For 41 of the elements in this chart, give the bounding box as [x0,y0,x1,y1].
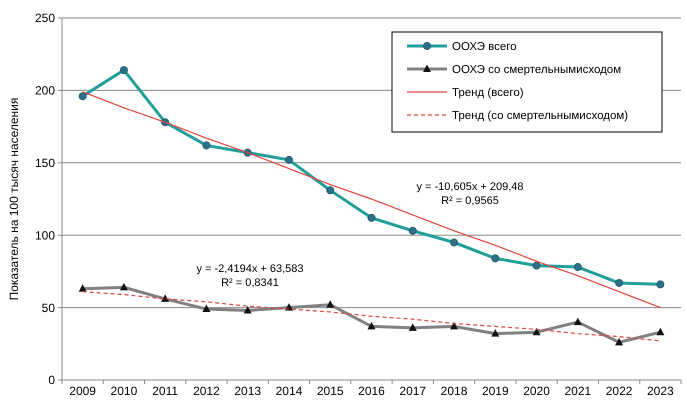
x-tick-label: 2011 [152,384,178,398]
x-tick-label: 2019 [482,384,509,398]
point [284,156,293,164]
x-tick-label: 2022 [606,384,633,398]
legend-label: ООХЭ со смертельнымисходом [452,64,622,76]
y-tick-label: 0 [48,373,56,388]
annotation: y = -2,4194x + 63,583 R² = 0,8341 [196,263,304,289]
point [532,262,541,270]
legend-label: Тренд (всего) [452,87,524,100]
x-tick-label: 2023 [647,384,674,398]
annotation: y = -10,605x + 209,48 R² = 0,9565 [416,181,524,207]
y-tick-label: 50 [42,300,56,315]
x-tick-label: 2018 [440,384,468,398]
point [408,226,417,235]
point [368,214,376,222]
point [656,280,664,288]
legend-label: ООХЭ всего [452,41,517,54]
y-axis-title: Показатель на 100 тысяч населения [7,98,21,300]
x-tick-label: 2015 [316,384,344,398]
x-tick-label: 2017 [399,384,426,398]
x-tick-label: 2012 [193,384,220,398]
point [78,92,87,100]
point [491,254,500,262]
x-tick-label: 2016 [358,384,386,398]
point [574,263,582,272]
x-tick-label: 2009 [69,384,96,398]
y-tick-label: 200 [34,84,56,98]
y-tick-label: 100 [34,228,56,242]
x-tick-label: 2014 [276,384,303,398]
x-tick-label: 2020 [523,384,550,398]
point [120,66,128,74]
y-tick-label: 150 [34,156,56,170]
x-tick-label: 2013 [234,384,262,398]
point [615,278,624,287]
point [326,186,334,194]
point [450,238,458,246]
y-tick-label: 250 [34,11,56,26]
legend-label: Тренд (со смертельнымисходом) [452,110,628,122]
point [202,141,210,150]
x-tick-label: 2021 [564,384,592,398]
x-tick-label: 2010 [110,384,138,398]
